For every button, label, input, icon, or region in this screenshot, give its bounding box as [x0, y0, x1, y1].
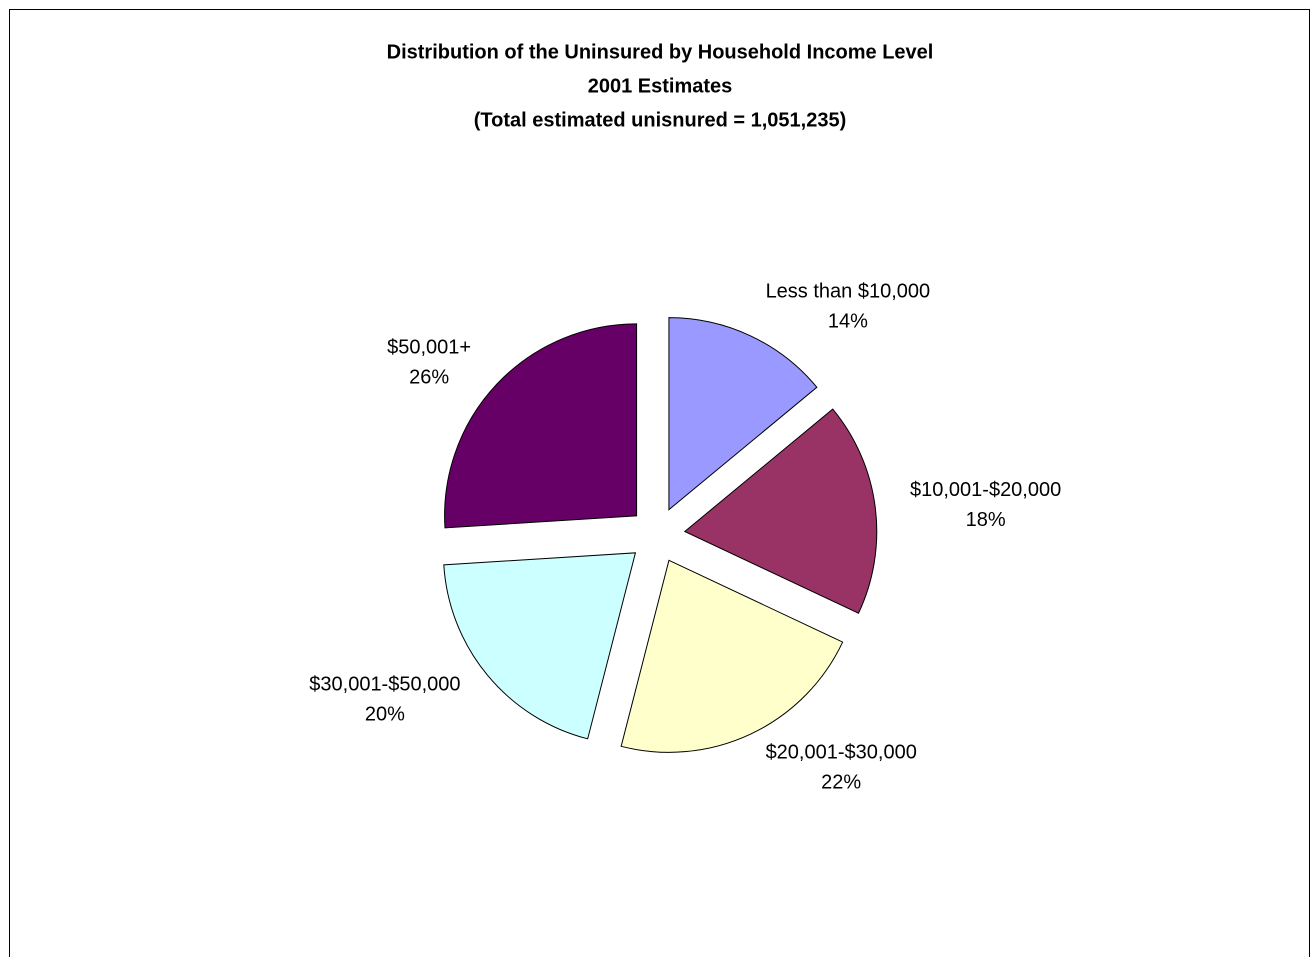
value-label: 20%	[365, 704, 405, 726]
pie-slice	[443, 552, 637, 740]
slice-label: $20,001-$30,000 22%	[766, 742, 917, 794]
category-label: $30,001-$50,000	[309, 674, 460, 696]
category-label: $50,001+	[387, 337, 471, 359]
value-label: 18%	[966, 509, 1006, 531]
chart-frame	[9, 9, 1310, 957]
chart-title: 2001 Estimates	[588, 75, 733, 97]
category-label: Less than $10,000	[766, 281, 931, 303]
slice-label: $50,001+ 26%	[387, 337, 471, 389]
chart-title: Distribution of the Uninsured by Househo…	[387, 41, 934, 63]
value-label: 22%	[821, 772, 861, 794]
slice-label: Less than $10,000 14%	[766, 281, 931, 333]
category-label: $10,001-$20,000	[910, 479, 1061, 501]
category-label: $20,001-$30,000	[766, 742, 917, 764]
slice-label: $30,001-$50,000 20%	[309, 674, 460, 726]
slice-label: $10,001-$20,000 18%	[910, 479, 1061, 531]
chart-title: (Total estimated unisnured = 1,051,235)	[474, 109, 847, 131]
pie-slice	[444, 323, 638, 529]
pie-slice	[683, 408, 878, 614]
pie-slice	[668, 317, 818, 511]
value-label: 26%	[409, 367, 449, 389]
value-label: 14%	[828, 311, 868, 333]
pie-slice	[620, 559, 844, 753]
